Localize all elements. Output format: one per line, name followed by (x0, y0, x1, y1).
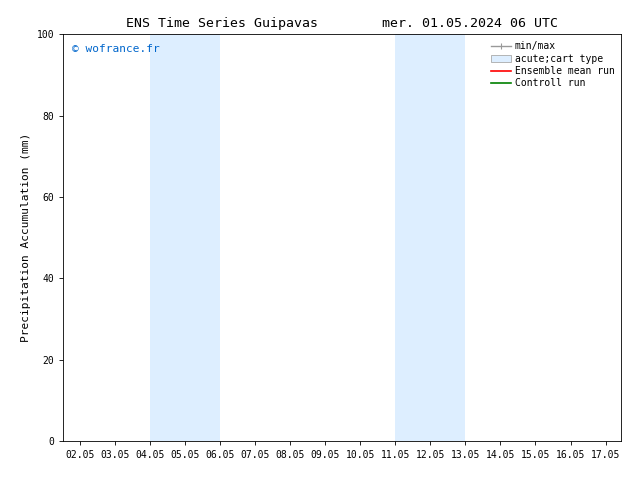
Y-axis label: Precipitation Accumulation (mm): Precipitation Accumulation (mm) (21, 133, 31, 343)
Legend: min/max, acute;cart type, Ensemble mean run, Controll run: min/max, acute;cart type, Ensemble mean … (489, 39, 616, 90)
Title: ENS Time Series Guipavas        mer. 01.05.2024 06 UTC: ENS Time Series Guipavas mer. 01.05.2024… (126, 17, 559, 30)
Text: © wofrance.fr: © wofrance.fr (72, 45, 160, 54)
Bar (395, 34, 465, 441)
Bar (150, 34, 220, 441)
